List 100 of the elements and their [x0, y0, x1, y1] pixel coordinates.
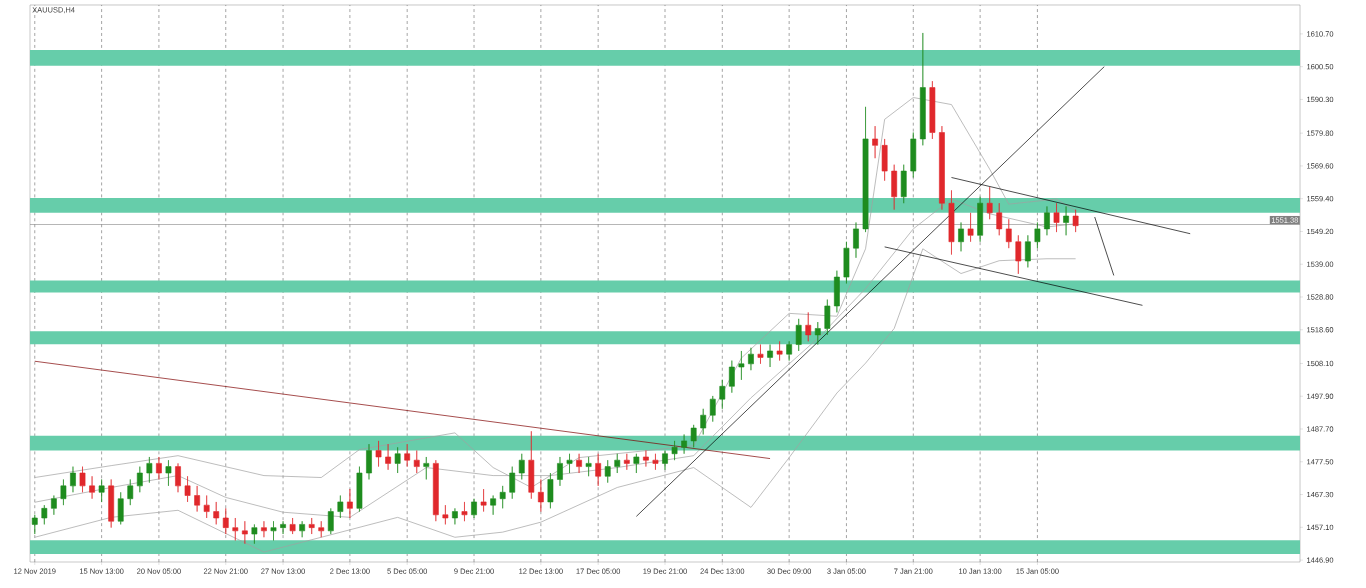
candlestick: [814, 321, 821, 345]
candlestick: [356, 466, 363, 512]
candlestick: [958, 222, 964, 252]
candlestick: [1063, 206, 1069, 236]
candlestick: [547, 472, 554, 509]
candlestick: [480, 488, 487, 512]
candlestick: [327, 508, 334, 535]
candlestick: [471, 498, 477, 519]
candlestick: [347, 488, 353, 519]
candlestick: [394, 447, 401, 474]
candlestick: [633, 453, 640, 474]
candlestick: [872, 125, 878, 159]
candlestick: [318, 520, 325, 538]
candlestick: [366, 443, 372, 480]
candlestick: [51, 495, 57, 516]
candlestick: [557, 456, 563, 487]
candlestick: [786, 341, 793, 361]
candlestick: [843, 241, 850, 284]
candlestick: [834, 270, 840, 313]
candlestick: [509, 466, 516, 500]
candlestick: [136, 466, 143, 493]
candlestick: [89, 475, 95, 500]
candlestick: [1005, 218, 1012, 249]
candlestick: [1034, 222, 1041, 249]
candlestick: [146, 456, 153, 483]
candlestick: [490, 495, 496, 516]
candlestick: [748, 347, 754, 371]
candlestick: [576, 453, 582, 474]
candlestick: [31, 514, 38, 535]
candlestick: [1044, 206, 1050, 236]
candlestick: [413, 450, 420, 474]
candlestick: [910, 132, 917, 178]
candlestick: [824, 299, 831, 336]
candlestick: [652, 453, 659, 471]
candlestick: [891, 164, 898, 210]
candlestick: [98, 479, 105, 503]
candlestick: [939, 125, 945, 210]
candlestick: [681, 434, 687, 455]
candlestick: [757, 344, 764, 365]
candlestick: [222, 508, 229, 535]
candlestick: [1072, 209, 1079, 233]
candlestick: [776, 341, 783, 361]
candlestick: [280, 520, 286, 535]
candlestick: [996, 202, 1003, 236]
candlestick: [270, 520, 277, 541]
candlestick: [585, 456, 592, 477]
candlestick: [614, 453, 621, 474]
candlestick: [79, 466, 86, 493]
candlestick: [709, 395, 716, 422]
candlestick: [289, 517, 296, 535]
candlestick: [919, 32, 926, 146]
candlestick: [738, 350, 745, 381]
candlestick: [175, 463, 181, 493]
candlestick: [690, 424, 697, 448]
candlestick: [662, 450, 668, 471]
line-series: [34, 248, 1076, 553]
candlestick: [499, 485, 506, 509]
candlestick: [452, 508, 458, 525]
candlestick: [251, 524, 258, 544]
candlestick: [308, 517, 315, 535]
candlestick: [1053, 202, 1060, 233]
candlestick: [795, 318, 802, 352]
candlestick: [442, 504, 449, 525]
candlestick: [518, 453, 525, 480]
candlestick: [604, 459, 611, 483]
candlestick: [900, 164, 907, 204]
candlestick: [967, 212, 974, 243]
candlestick: [156, 456, 162, 480]
candlestick: [404, 443, 411, 467]
candlestick: [232, 517, 239, 541]
candlestick: [566, 453, 573, 474]
candlestick: [70, 466, 76, 493]
candlestick: [862, 106, 869, 233]
candlestick: [977, 196, 983, 243]
candlestick: [929, 80, 936, 140]
candlestick: [337, 495, 344, 519]
candlestick: [881, 138, 888, 181]
candlestick: [127, 479, 134, 506]
candlestick: [423, 456, 430, 480]
candlestick: [767, 344, 773, 368]
candlestick: [728, 360, 735, 394]
candlestick: [60, 479, 67, 506]
candlestick: [528, 430, 535, 500]
candlestick: [623, 453, 630, 471]
candlestick: [805, 312, 812, 342]
candlestick: [432, 459, 439, 522]
candlestick: [385, 443, 391, 471]
candlestick: [194, 485, 200, 512]
candlestick: [184, 475, 191, 503]
candlestick: [1015, 235, 1022, 275]
candlestick: [986, 186, 993, 220]
candlestick: [165, 459, 172, 487]
candlestick: [461, 501, 468, 522]
candlestick: [299, 520, 306, 538]
candlestick: [261, 520, 267, 538]
candlestick: [595, 453, 602, 487]
candlestick: [719, 379, 726, 410]
candlestick: [643, 450, 649, 467]
candlestick: [948, 190, 955, 255]
candlestick: [700, 408, 707, 435]
